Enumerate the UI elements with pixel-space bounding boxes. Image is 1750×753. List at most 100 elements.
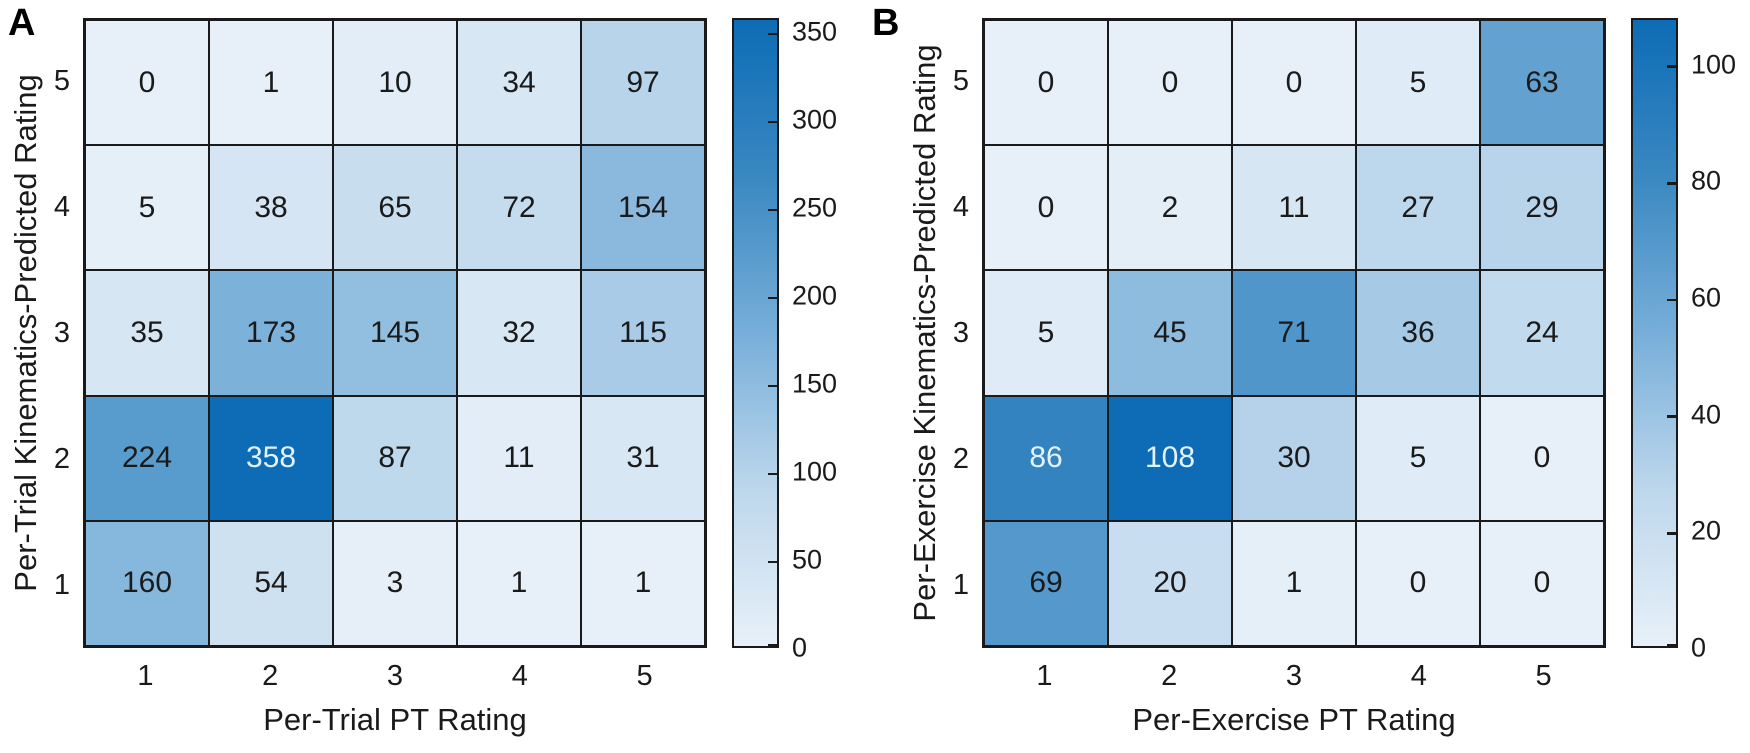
heatmap-cell: 224 [85,395,209,521]
colorbar-tick-label: 0 [1691,632,1707,663]
x-tick-label: 1 [137,660,154,692]
colorbar-tick-mark [1667,644,1677,647]
y-tick-label: 2 [952,442,969,475]
heatmap-cell: 0 [1480,520,1604,646]
y-tick-label: 2 [53,442,70,475]
colorbar-tick-mark [1667,65,1677,68]
x-tick-label: 4 [511,660,528,692]
heatmap-cell: 0 [1480,395,1604,521]
heatmap-cell: 5 [1356,20,1480,146]
panel-b-x-tick-labels: 1 2 3 4 5 [982,660,1606,693]
y-tick-label: 1 [952,568,969,601]
x-tick-label: 2 [1161,660,1178,692]
colorbar-tick-label: 200 [792,280,838,311]
x-tick-label: 3 [1285,660,1303,692]
heatmap-cell: 0 [1232,20,1356,146]
heatmap-cell: 2 [1108,145,1232,271]
panel-a-x-axis-label: Per-Trial PT Rating [263,702,527,737]
colorbar-tick-mark [768,296,778,300]
heatmap-cell: 0 [1108,20,1232,146]
heatmap-cell: 173 [209,270,333,396]
heatmap-cell: 69 [984,520,1108,646]
heatmap-cell: 20 [1108,520,1232,646]
colorbar-tick-label: 60 [1691,282,1722,313]
heatmap-cell: 5 [85,145,209,271]
y-tick-label: 4 [53,190,70,223]
heatmap-cell: 0 [1356,520,1480,646]
heatmap-cell: 31 [581,395,705,521]
x-tick-label: 3 [386,660,404,692]
colorbar-tick-mark [768,384,778,388]
y-tick-label: 5 [53,64,70,97]
heatmap-cell: 38 [209,145,333,271]
y-tick-label: 3 [53,316,70,349]
heatmap-cell: 0 [984,145,1108,271]
heatmap-cell: 45 [1108,270,1232,396]
y-tick-label: 4 [952,190,969,223]
panel-a-colorbar [732,18,779,648]
heatmap-cell: 24 [1480,270,1604,396]
heatmap-cell: 32 [457,270,581,396]
heatmap-cell: 35 [85,270,209,396]
colorbar-tick-label: 20 [1691,515,1722,546]
x-tick-label: 5 [1535,660,1552,692]
heatmap-cell: 27 [1356,145,1480,271]
colorbar-tick-mark [768,560,778,564]
heatmap-cell: 145 [333,270,457,396]
colorbar-tick-label: 100 [1691,49,1737,80]
y-tick-label: 1 [53,568,70,601]
heatmap-cell: 86 [984,395,1108,521]
heatmap-cell: 5 [984,270,1108,396]
colorbar-tick-mark [768,120,778,124]
heatmap-cell: 36 [1356,270,1480,396]
panel-a-x-tick-labels: 1 2 3 4 5 [83,660,707,693]
heatmap-cell: 154 [581,145,705,271]
panel-b-letter: B [872,2,900,44]
heatmap-cell: 1 [209,20,333,146]
colorbar-tick-label: 0 [792,632,808,663]
colorbar-tick-label: 250 [792,192,838,223]
colorbar-tick-label: 350 [792,16,838,47]
panel-b-colorbar [1631,18,1678,648]
colorbar-tick-label: 100 [792,456,838,487]
heatmap-cell: 10 [333,20,457,146]
panel-a-letter: A [8,2,36,44]
colorbar-tick-label: 40 [1691,399,1722,430]
y-tick-label: 3 [952,316,969,349]
heatmap-cell: 87 [333,395,457,521]
colorbar-tick-label: 300 [792,104,838,135]
colorbar-tick-mark [768,472,778,476]
colorbar-tick-mark [768,32,778,36]
heatmap-cell: 1 [581,520,705,646]
heatmap-cell: 0 [85,20,209,146]
panel-b: B Per-Exercise Kinematics-Predicted Rati… [872,0,1750,753]
heatmap-cell: 160 [85,520,209,646]
heatmap-cell: 358 [209,395,333,521]
colorbar-tick-mark [1667,415,1677,418]
heatmap-cell: 71 [1232,270,1356,396]
colorbar-tick-label: 150 [792,368,838,399]
panel-b-heatmap-grid: 0 0 0 5 63 0 2 11 27 29 5 45 71 36 24 86 108 30 5 0 69 20 1 0 0 [982,18,1606,648]
heatmap-cell: 115 [581,270,705,396]
heatmap-cell: 3 [333,520,457,646]
y-tick-label: 5 [952,64,969,97]
heatmap-cell: 29 [1480,145,1604,271]
colorbar-tick-mark [768,208,778,212]
x-tick-label: 2 [262,660,279,692]
x-tick-label: 1 [1036,660,1053,692]
x-tick-label: 5 [636,660,653,692]
heatmap-cell: 34 [457,20,581,146]
heatmap-cell: 72 [457,145,581,271]
heatmap-cell: 11 [1232,145,1356,271]
colorbar-tick-label: 80 [1691,165,1722,196]
heatmap-cell: 0 [984,20,1108,146]
heatmap-cell: 5 [1356,395,1480,521]
colorbar-tick-label: 50 [792,544,823,575]
heatmap-cell: 63 [1480,20,1604,146]
panel-a-y-tick-labels: 5 4 3 2 1 [18,18,70,648]
panel-a: A Per-Trial Kinematics-Predicted Rating … [8,2,838,737]
x-tick-label: 4 [1410,660,1427,692]
colorbar-tick-mark [1667,298,1677,302]
heatmap-cell: 97 [581,20,705,146]
